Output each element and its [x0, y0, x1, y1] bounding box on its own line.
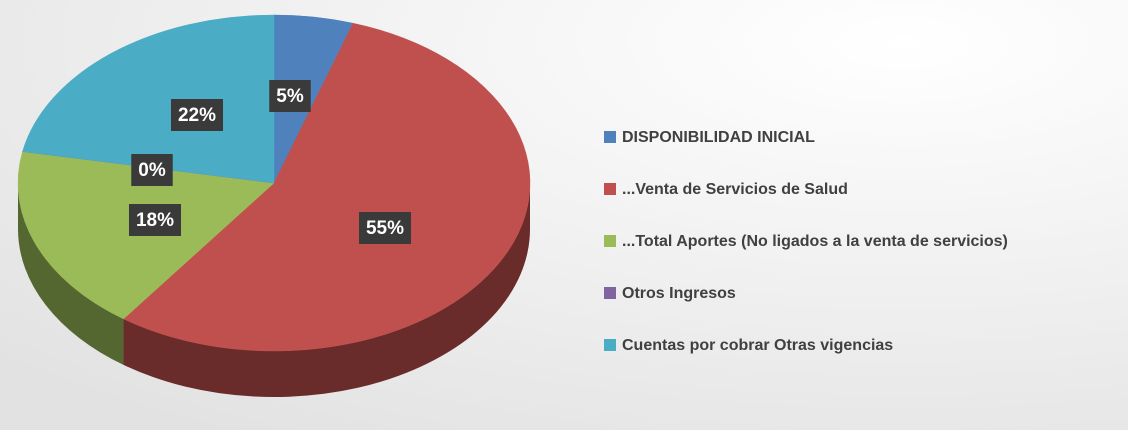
slice-side — [18, 183, 124, 365]
slice — [123, 22, 531, 352]
data-label: 0% — [138, 160, 166, 181]
data-label-box — [128, 204, 182, 236]
data-label: 18% — [136, 210, 174, 231]
slice-side — [123, 183, 530, 397]
legend-swatch — [604, 183, 616, 195]
legend-label: ...Venta de Servicios de Salud — [622, 181, 848, 198]
legend-swatch — [604, 287, 616, 299]
data-label: 22% — [178, 105, 216, 126]
legend-swatch — [604, 339, 616, 351]
slice — [22, 14, 275, 184]
pie — [17, 14, 531, 397]
legend-swatch — [604, 235, 616, 247]
data-label: 5% — [276, 86, 304, 107]
data-label-box — [358, 212, 412, 244]
data-label-box — [131, 154, 173, 186]
legend-label: DISPONIBILIDAD INICIAL — [622, 129, 815, 146]
legend-label: Cuentas por cobrar Otras vigencias — [622, 337, 893, 354]
data-label: 55% — [366, 218, 404, 239]
legend: DISPONIBILIDAD INICIAL ...Venta de Servic… — [604, 129, 1008, 354]
data-label-box — [170, 99, 224, 131]
legend-label: ...Total Aportes (No ligados a la venta … — [622, 233, 1008, 250]
data-label-box — [269, 80, 311, 112]
data-labels: 5% 55% 18% 0% 22% — [128, 80, 412, 244]
legend-swatch — [604, 131, 616, 143]
legend-label: Otros Ingresos — [622, 285, 736, 302]
